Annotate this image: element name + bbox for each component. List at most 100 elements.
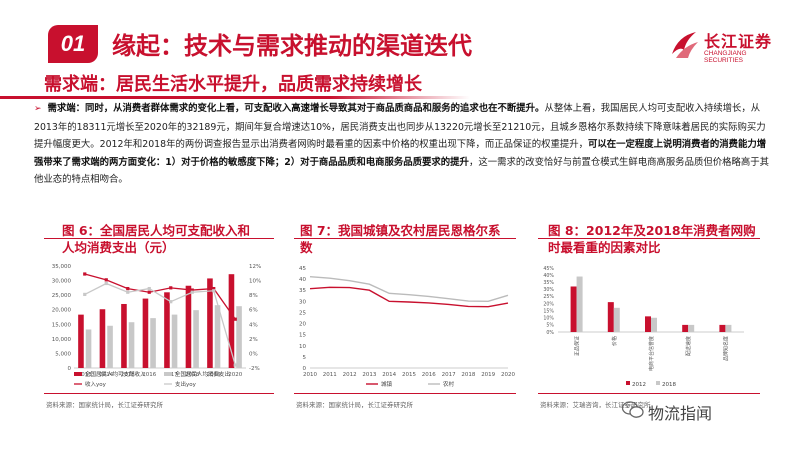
expenditure-bar [236,306,242,368]
income-yoy-point [212,286,216,291]
income-yoy-point [83,272,87,276]
logo-english-name: CHANGJIANG SECURITIES [704,50,747,64]
expenditure-bar [193,310,199,368]
expenditure-bar [85,329,92,368]
expenditure-bar [214,305,221,368]
y-tick-label: 25% [543,294,554,300]
y-tick-label: 35,000 [52,264,72,270]
wechat-watermark-icon [622,401,644,418]
bar-2012 [719,324,726,332]
income-bar [121,303,127,368]
income-bar [207,278,213,368]
y-tick-label: 5 [303,355,307,361]
bullet-arrow-icon: ➢ [34,104,42,114]
body-paragraph: ➢ 需求端：同时，从消费者群体需求的变化上看，可支配收入高速增长导致其对于商品质商… [34,100,770,189]
y-tick-label: 15% [543,308,554,314]
x-tick-label: 2013 [78,372,92,378]
legend-label: 全国居民人均可支配收入 [85,370,146,378]
logo-mark-icon [672,32,698,58]
expenditure-bar [128,322,135,368]
income-yoy-point [169,286,173,290]
y-tick-label: 0% [546,330,554,336]
income-bar [164,292,170,368]
y-tick-label: 5,000 [55,351,71,357]
expenditure-yoy-point [104,281,108,286]
y-tick-label: 10 [299,344,306,350]
urban-engel-line [309,286,509,308]
x-tick-label: 2012 [343,372,357,378]
y2-tick-label: 0% [249,351,258,357]
fig7-title: 图 7：我国城镇及农村居民恩格尔系数 [300,223,501,255]
income-yoy-point [126,286,130,291]
income-bar [78,314,84,368]
x-tick-label: 2010 [303,372,317,378]
y-tick-label: 30% [543,287,554,293]
y-tick-label: 20 [299,322,306,328]
expenditure-bar [171,314,178,368]
company-logo: 长江证券 CHANGJIANG SECURITIES [668,28,776,66]
x-tick-label: 2016 [142,372,156,378]
subtitle-underline [0,96,470,99]
fig6-source: 资料来源：国家统计局，长江证券研究所 [46,401,163,409]
y-tick-label: 45% [543,266,554,272]
expenditure-yoy-point [212,289,216,293]
income-yoy-point [104,278,108,282]
income-yoy-point [147,290,151,294]
expenditure-bar [107,325,113,368]
x-tick-label: 2018 [185,372,199,378]
y-tick-label: 40 [299,277,306,283]
y2-tick-label: 2% [249,337,258,343]
expenditure-yoy-point [83,292,87,297]
y-tick-label: 25 [299,310,306,316]
y-tick-label: 0 [303,366,307,372]
bar-2012 [570,286,577,332]
y-tick-label: 15,000 [52,322,72,328]
bar-2018 [725,324,732,332]
fig8-chart: 0%5%10% 15%20%25%30%35%40%45% 正品保证 价格 电商平台信誉… [543,266,744,388]
x-tick-label: 2020 [228,372,242,378]
bar-2012 [682,324,689,332]
x-tick-label: 品牌知名度 [722,336,729,361]
y2-tick-label: 6% [249,308,258,314]
y-tick-label: 10% [543,316,554,322]
paragraph-lead: 需求端：同时，从消费者群体需求的变化上看，可支配收入高速增长导致其对于商品质商品… [47,103,545,114]
y-tick-label: 25,000 [52,293,72,299]
fig8-source-rule [538,393,760,394]
legend-swatch [74,372,82,376]
bar-2018 [688,324,695,332]
bar-2018 [576,276,583,332]
x-tick-label: 2019 [207,372,221,378]
legend-label: 农村 [443,380,455,388]
rural-engel-line [309,275,509,303]
fig8-top-rule [538,238,760,239]
fig6-chart: 0 5,000 10,000 15,000 20,000 25,000 30,000 35,0… [52,264,261,388]
y-tick-label: 35% [543,280,554,286]
income-bar [99,309,106,368]
y-tick-label: 15 [299,333,306,339]
x-tick-label: 2017 [442,372,456,378]
y-tick-label: 5% [546,323,554,329]
y-tick-label: 30 [299,299,306,305]
section-subtitle: 需求端：居民生活水平提升，品质需求持续增长 [44,74,422,95]
legend-label: 收入yoy [85,380,107,388]
x-tick-label: 2013 [362,372,376,378]
income-bar [142,298,149,368]
x-tick-label: 2019 [481,372,495,378]
logo-chinese-name: 长江证券 [704,32,773,51]
y2-tick-label: 4% [249,322,258,328]
y2-tick-label: 12% [249,264,261,270]
x-tick-label: 2020 [501,372,515,378]
y-tick-label: 45 [299,266,306,272]
y-tick-label: 40% [543,273,554,279]
legend-swatch [626,381,630,385]
x-tick-label: 2011 [323,372,337,378]
expenditure-yoy-point [190,290,194,294]
y-tick-label: 35 [299,288,306,294]
bar-2018 [651,317,657,332]
fig6-top-rule [44,238,274,239]
x-tick-label: 2016 [422,372,436,378]
paragraph-body-3: ，这一需求的改变恰好与前置仓模式生鲜电商高服务品质但价格略高于其他业态的特点相吻… [34,156,769,186]
legend-label: 2018 [662,382,676,388]
page-title: 缘起：技术与需求推动的渠道迭代 [112,32,472,60]
